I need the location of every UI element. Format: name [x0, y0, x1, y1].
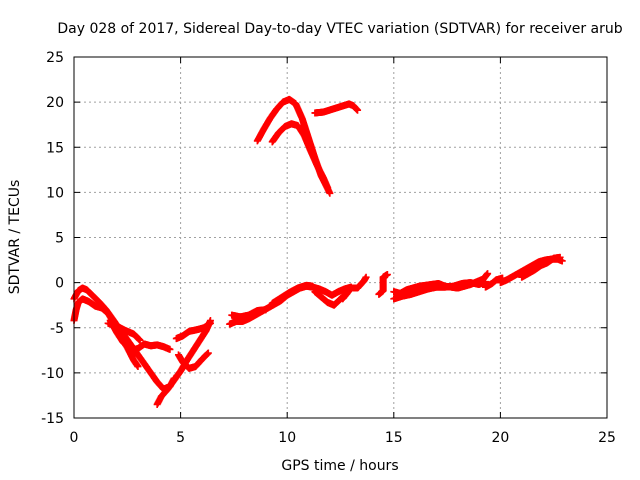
data-point [484, 270, 492, 278]
data-point [204, 349, 212, 357]
y-tick-label: -5 [50, 321, 64, 337]
series-arc-7 [172, 319, 214, 343]
series-arc-15 [311, 100, 362, 117]
y-tick-label: 25 [46, 50, 64, 66]
data-point [262, 306, 270, 314]
data-point [362, 273, 370, 281]
x-tick-label: 20 [491, 430, 509, 446]
axis-ticks: 0 5 10 15 20 25 -15 -10 -5 0 5 10 15 20 25 [41, 50, 616, 446]
series-arc-6 [174, 349, 212, 372]
series-arc-12 [339, 273, 370, 303]
x-tick-label: 5 [176, 430, 185, 446]
y-axis-label: SDTVAR / TECUs [7, 180, 23, 295]
data-point [556, 253, 564, 261]
series-arc-9 [228, 306, 270, 321]
y-tick-label: 0 [55, 276, 64, 292]
data-point [134, 363, 142, 371]
series-arc-5 [153, 317, 214, 408]
data-point [324, 184, 332, 192]
x-tick-label: 10 [278, 430, 296, 446]
y-tick-label: 15 [46, 140, 64, 156]
data-point [166, 345, 174, 353]
y-tick-label: 20 [46, 95, 64, 111]
y-tick-label: 10 [46, 185, 64, 201]
data-point [558, 257, 566, 265]
grid-lines [73, 56, 608, 419]
data-point [206, 319, 214, 327]
series-arc-18 [375, 271, 391, 298]
chart-title: Day 028 of 2017, Sidereal Day-to-day VTE… [57, 21, 622, 37]
x-tick-label: 0 [70, 430, 79, 446]
data-point [136, 336, 144, 344]
data-point [354, 106, 362, 114]
y-tick-label: -10 [41, 366, 64, 382]
series-arc-4 [104, 319, 144, 344]
data-point [383, 271, 391, 279]
series-arc-10 [268, 281, 317, 307]
data-point [309, 282, 317, 290]
x-tick-label: 15 [385, 430, 403, 446]
data-series-layer [70, 95, 566, 408]
y-tick-label: 5 [55, 231, 64, 247]
series-arc-14 [268, 120, 332, 192]
series-arc-21 [518, 253, 564, 281]
x-axis-label: GPS time / hours [281, 458, 398, 474]
plot-frame [73, 56, 608, 419]
y-tick-label: -15 [41, 411, 64, 427]
x-tick-label: 25 [598, 430, 616, 446]
data-point [326, 189, 334, 197]
